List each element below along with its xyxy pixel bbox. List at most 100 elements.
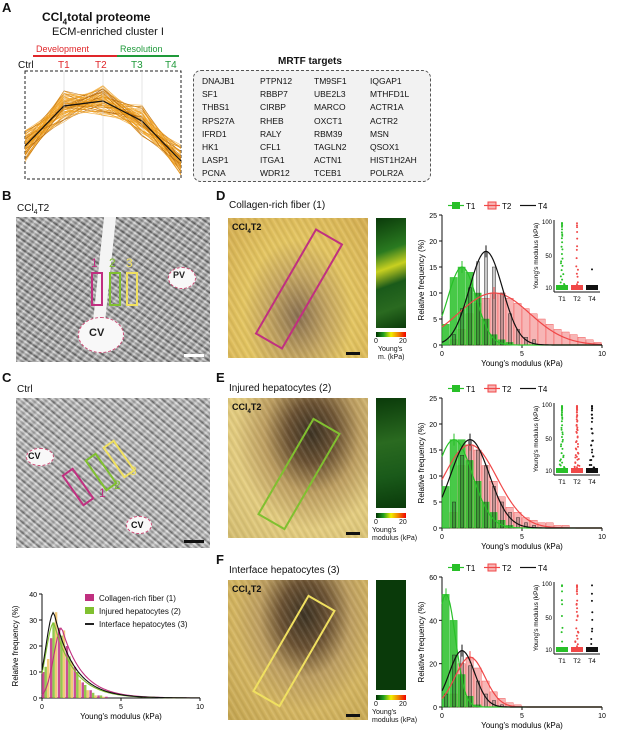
mrtf-gene: MTHFD1L	[370, 89, 410, 100]
strip-point	[559, 262, 562, 265]
panel-label-b: B	[2, 188, 12, 203]
roi-3-label-c: 3	[130, 464, 137, 478]
strip-point	[588, 463, 591, 466]
panel-label-f: F	[216, 552, 224, 567]
texture-d	[228, 218, 368, 358]
y-tick-label: 0	[433, 705, 437, 712]
bar-series-2	[52, 622, 55, 698]
mrtf-gene: ITGA1	[260, 155, 285, 166]
legend-swatch-1	[85, 594, 94, 601]
mrtf-gene: MSN	[370, 128, 389, 139]
afm-image-d: CCl4T2	[228, 218, 368, 358]
strip-point	[576, 429, 579, 432]
strip-point	[560, 436, 563, 439]
strip-point	[576, 405, 579, 408]
mrtf-gene: QSOX1	[370, 142, 400, 153]
strip-point	[562, 273, 565, 276]
strip-point	[560, 599, 563, 602]
title-text-2: total proteome	[67, 10, 151, 24]
bar-series-3	[86, 690, 89, 698]
y-tick-label: 5	[433, 317, 437, 324]
strip-point	[577, 457, 580, 460]
cv-vessel-c1	[26, 448, 54, 466]
bar-series-3	[54, 612, 58, 698]
colorbar-d-min: 0	[374, 338, 378, 345]
strip-point	[561, 234, 564, 237]
strip-point	[591, 432, 594, 435]
strip-dense-base	[586, 468, 598, 473]
cluster-lines	[24, 71, 182, 179]
strip-dense-base	[571, 647, 583, 652]
strip-point	[561, 424, 564, 427]
legend-label: T1	[466, 385, 476, 394]
strip-point	[562, 456, 565, 459]
strip-dense-base	[556, 468, 568, 473]
strip-point	[576, 231, 579, 234]
strip-y-tick: 100	[542, 220, 553, 226]
mrtf-col-2: PTPN12 RBBP7 CIRBP RHEB RALY CFL1 ITGA1 WDR12	[260, 75, 292, 181]
mrtf-gene: CIRBP	[260, 102, 286, 113]
y-tick-label: 20	[29, 644, 37, 651]
x-axis-label: Young's modulus (kPa)	[481, 542, 563, 551]
strip-point	[575, 406, 578, 409]
strip-point	[561, 228, 564, 231]
inset-label-e: CCl4T2	[232, 402, 261, 415]
bar-t4	[492, 266, 496, 346]
colorbar-e-max: 20	[399, 519, 407, 526]
strip-point	[576, 281, 579, 284]
mrtf-col-1: DNAJB1 SF1 THBS1 RPS27A IFRD1 HK1 LASP1 PCNA	[202, 75, 235, 181]
mrtf-gene: TAGLN2	[314, 142, 347, 153]
strip-point	[561, 584, 564, 587]
mrtf-gene: PTPN12	[260, 76, 293, 86]
strip-point	[576, 607, 579, 610]
roi-2-label-c: 2	[114, 478, 121, 492]
strip-point	[576, 283, 578, 286]
t-pre: CCl	[17, 203, 34, 214]
strip-point	[561, 417, 564, 420]
mrtf-gene: SF1	[202, 89, 218, 100]
strip-x-tick: T4	[588, 658, 596, 665]
afm-image-f: CCl4T2	[228, 580, 368, 720]
y-axis-label: Relative frequency (%)	[11, 605, 20, 686]
bottom-histogram: 0 10 20 30 40 0 5 10 Young's modulus (kPa) Relati…	[11, 592, 204, 721]
strip-point	[561, 440, 564, 443]
strip-x-tick: T1	[558, 658, 566, 665]
mrtf-gene: UBE2L3	[314, 89, 346, 100]
mrtf-gene: RBM39	[314, 128, 343, 139]
title-sub: 4	[62, 17, 68, 27]
x-axis-label: Young's modulus (kPa)	[481, 359, 563, 368]
strip-y-tick: 50	[545, 254, 552, 260]
strip-point	[590, 637, 593, 640]
mrtf-gene: HIST1H2AH	[370, 155, 417, 166]
legend-text-3: Interface hepatocytes (3)	[99, 620, 188, 629]
texture-overlay-c	[16, 398, 210, 548]
bar-t4	[508, 512, 512, 529]
texture-f	[228, 580, 368, 720]
mrtf-gene: IQGAP1	[370, 76, 402, 86]
is: 4	[247, 408, 251, 415]
bar-series-2	[44, 666, 47, 698]
x-axis-label: Young's modulus (kPa)	[481, 721, 563, 730]
bar-t4	[460, 454, 464, 529]
stiffness-map-d	[376, 218, 406, 328]
strip-point	[574, 461, 577, 464]
ip: CCl	[232, 402, 248, 412]
mrtf-gene: MARCO	[314, 102, 346, 113]
bar-t4	[468, 439, 472, 529]
strip-point	[561, 431, 564, 434]
mrtf-gene: IFRD1	[202, 128, 227, 139]
strip-point	[576, 643, 579, 646]
t-post: T2	[37, 203, 50, 214]
strip-point	[591, 439, 594, 442]
strip-y-tick: 100	[542, 403, 553, 409]
strip-point	[561, 224, 564, 227]
strip-point	[575, 627, 578, 630]
strip-point	[576, 637, 579, 640]
y-tick-label: 10	[429, 474, 437, 481]
strip-point	[590, 643, 593, 646]
mrtf-col-4: IQGAP1 MTHFD1L ACTR1A ACTR2 MSN QSOX1 HIST1H2A…	[370, 75, 417, 181]
histogram-f: 0 20 40 60 0 5 10 Young's modulus (kPa) Relative…	[417, 563, 606, 730]
strip-point	[575, 272, 578, 275]
strip-y-label: Young's modulus (kPa)	[533, 585, 540, 651]
legend-text-2: Injured hepatocytes (2)	[99, 607, 181, 616]
